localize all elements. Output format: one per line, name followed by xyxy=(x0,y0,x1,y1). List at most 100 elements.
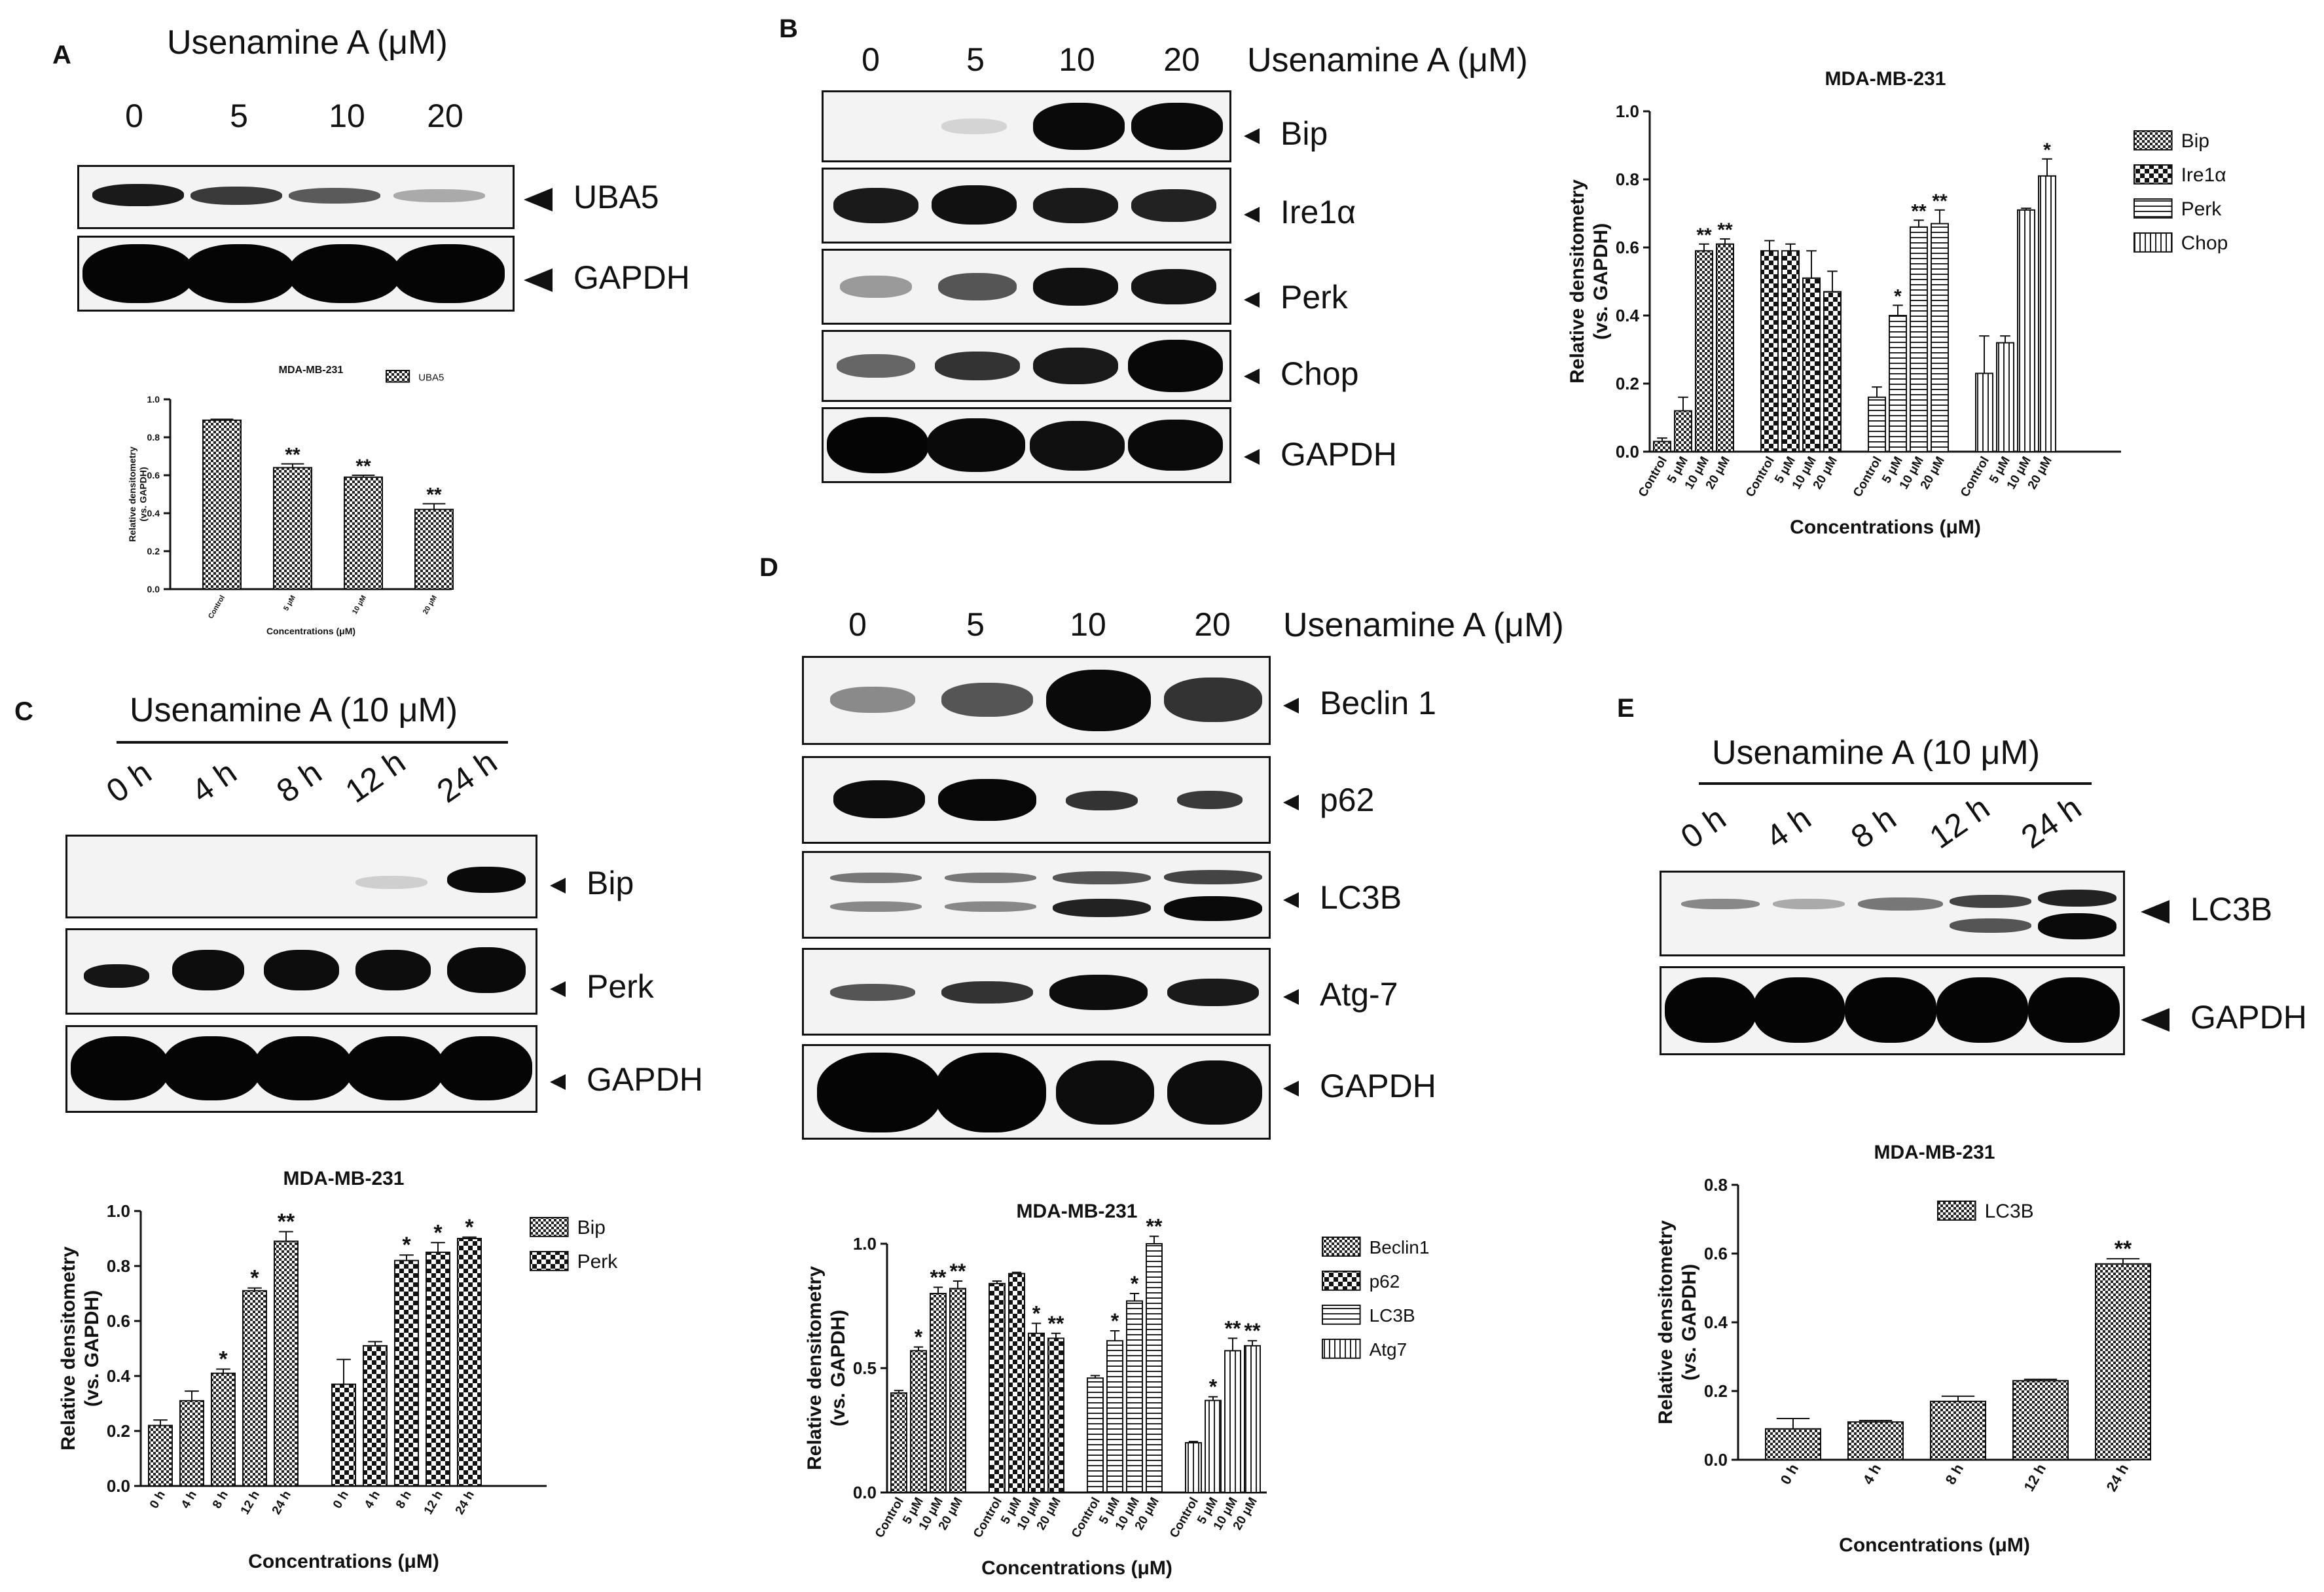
bar-Perk-24 h xyxy=(457,1238,482,1487)
y-axis-label-line: Relative densitometry xyxy=(1567,179,1588,384)
blot-c-bip xyxy=(65,835,537,918)
bar-LC3B-20 μM xyxy=(1146,1243,1163,1493)
bar-Ire1α-5 μM xyxy=(1781,250,1800,452)
y-tick-label: 0.8 xyxy=(107,1256,130,1276)
blot-e-label-gapdh: GAPDH xyxy=(2190,999,2307,1036)
legend-swatch xyxy=(530,1251,569,1271)
y-tick-label: 0.6 xyxy=(1704,1244,1728,1263)
x-tick-label: 24 h xyxy=(270,1489,294,1517)
y-axis-label-line: Relative densitometry xyxy=(127,446,137,542)
band xyxy=(393,189,485,202)
panel-letter-a: A xyxy=(52,41,71,69)
x-axis-label: Concentrations (μM) xyxy=(266,626,355,636)
blot-e-lc3b xyxy=(1660,871,2125,956)
significance-label: ** xyxy=(426,484,442,506)
chart-a: MDA-MB-231 0.0 0.2 0.4 0.6 0.8 1.0 Relative den… xyxy=(127,365,454,636)
arrow-icon xyxy=(524,268,553,292)
x-tick-label: 24 h xyxy=(453,1489,477,1517)
y-tick-label: 1.0 xyxy=(1616,101,1639,121)
band xyxy=(827,417,928,473)
band xyxy=(71,1036,169,1100)
x-tick-label: 0 h xyxy=(147,1489,168,1511)
x-tick-label: 8 h xyxy=(210,1489,231,1511)
significance-label: ** xyxy=(930,1266,947,1290)
x-tick-label: 0 h xyxy=(331,1489,352,1511)
blot-d-label-atg7: Atg-7 xyxy=(1320,976,1398,1013)
x-tick-label: 12 h xyxy=(238,1489,263,1517)
significance-label: * xyxy=(402,1233,411,1257)
x-tick-label: 4 h xyxy=(1860,1461,1885,1487)
legend-label: p62 xyxy=(1370,1271,1400,1292)
y-axis-label: Relative densitometry(vs. GAPDH) xyxy=(804,1266,849,1470)
band xyxy=(941,981,1033,1004)
panel-c-title-rule xyxy=(117,741,508,744)
bar-Perk-12 h xyxy=(426,1252,450,1487)
bar-Beclin1-10 μM xyxy=(930,1293,947,1493)
y-tick-label: 1.0 xyxy=(147,394,160,405)
legend-label: UBA5 xyxy=(418,372,444,383)
legend-swatch xyxy=(2133,232,2173,253)
bar-LC3B-24 h xyxy=(2095,1263,2151,1460)
band xyxy=(840,276,912,298)
legend-label: Beclin1 xyxy=(1370,1237,1430,1257)
bar-Perk-Control xyxy=(1868,396,1886,452)
band xyxy=(830,984,915,1001)
band xyxy=(1049,975,1148,1010)
x-axis-label: Concentrations (μM) xyxy=(248,1551,439,1572)
y-tick-label: 0.0 xyxy=(1616,442,1639,461)
blot-a-label-gapdh: GAPDH xyxy=(573,259,690,296)
bar-Atg7-10 μM xyxy=(1224,1350,1241,1493)
y-axis-label-line: (vs. GAPDH) xyxy=(1590,223,1612,340)
panel-b-lane-1: 5 xyxy=(966,41,985,78)
panel-a-treatment-title: Usenamine A (μM) xyxy=(167,24,448,62)
bar-Ire1α-Control xyxy=(1760,250,1779,452)
significance-label: ** xyxy=(1696,225,1712,246)
bar-Bip-0 h xyxy=(148,1424,173,1487)
y-tick-label: 0.0 xyxy=(1704,1450,1728,1470)
y-tick-label: 0.0 xyxy=(147,584,160,594)
bar-LC3B-12 h xyxy=(2012,1380,2069,1460)
panel-letter-c: C xyxy=(14,697,33,726)
band xyxy=(837,354,915,378)
band xyxy=(172,950,244,990)
band xyxy=(938,779,1036,821)
significance-label: ** xyxy=(278,1210,295,1235)
panel-a-lane-0: 0 xyxy=(125,98,143,134)
band xyxy=(1164,870,1262,884)
y-tick-label: 0.6 xyxy=(147,470,160,480)
y-axis-label-line: (vs. GAPDH) xyxy=(827,1310,849,1426)
bar-LC3B-5 μM xyxy=(1106,1340,1123,1494)
blot-a-uba5 xyxy=(77,165,515,229)
bar-p62-10 μM xyxy=(1028,1332,1045,1493)
band xyxy=(1128,340,1223,392)
blot-c-perk xyxy=(65,928,537,1015)
band xyxy=(945,901,1036,912)
panel-d-lane-1: 5 xyxy=(966,606,985,643)
bar-LC3B-10 μM xyxy=(1126,1300,1143,1493)
x-tick-label: 5 μM xyxy=(282,594,297,613)
x-axis-label: Concentrations (μM) xyxy=(981,1557,1172,1579)
blot-d-label-beclin1: Beclin 1 xyxy=(1320,685,1436,721)
band xyxy=(927,418,1025,472)
panel-d-treatment-title: Usenamine A (μM) xyxy=(1283,606,1564,644)
chart-title: MDA-MB-231 xyxy=(1825,68,1946,90)
x-tick-label: 20 μM xyxy=(422,594,439,616)
band xyxy=(1128,420,1223,471)
band xyxy=(447,947,526,993)
bar-p62-20 μM xyxy=(1047,1337,1064,1493)
panel-d-lane-3: 20 xyxy=(1194,606,1231,643)
y-axis-label-line: Relative densitometry xyxy=(1655,1220,1677,1424)
y-tick-label: 0.5 xyxy=(853,1358,877,1378)
x-tick-label: Control xyxy=(207,594,227,621)
panel-e-lane-0: 0 h xyxy=(1674,799,1733,856)
arrow-icon xyxy=(1244,448,1260,465)
panel-b-treatment-title: Usenamine A (μM) xyxy=(1247,41,1528,79)
legend-label: Perk xyxy=(2181,198,2223,220)
chart-title: MDA-MB-231 xyxy=(1016,1201,1137,1222)
y-axis-label: Relative densitometry(vs. GAPDH) xyxy=(127,446,149,542)
legend-label: Perk xyxy=(577,1251,619,1273)
band xyxy=(191,187,282,205)
band xyxy=(1033,188,1118,223)
band xyxy=(1845,977,1936,1043)
